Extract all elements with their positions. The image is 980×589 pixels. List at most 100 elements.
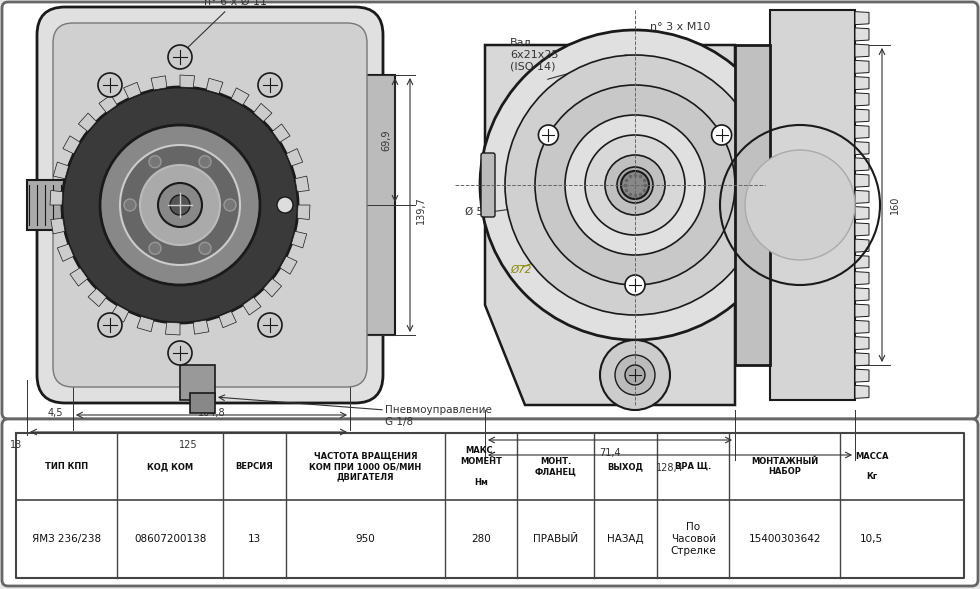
- Circle shape: [605, 155, 665, 215]
- Polygon shape: [291, 231, 307, 248]
- Polygon shape: [855, 288, 869, 301]
- Polygon shape: [855, 44, 869, 57]
- Polygon shape: [855, 239, 869, 252]
- Polygon shape: [855, 125, 869, 138]
- Circle shape: [120, 145, 240, 265]
- Polygon shape: [280, 256, 297, 274]
- Text: ПРАВЫЙ: ПРАВЫЙ: [533, 534, 578, 544]
- Polygon shape: [70, 268, 88, 286]
- Polygon shape: [855, 256, 869, 269]
- Text: 128,4: 128,4: [657, 463, 684, 473]
- Circle shape: [149, 242, 161, 254]
- FancyBboxPatch shape: [37, 7, 383, 403]
- Polygon shape: [53, 162, 69, 178]
- FancyBboxPatch shape: [2, 419, 978, 586]
- Text: 139,7: 139,7: [416, 196, 426, 224]
- Polygon shape: [485, 45, 770, 405]
- Text: КОД КОМ: КОД КОМ: [147, 462, 193, 471]
- Polygon shape: [272, 124, 290, 142]
- Polygon shape: [855, 12, 869, 25]
- Circle shape: [140, 165, 220, 245]
- Text: МАКС.
МОМЕНТ

Нм: МАКС. МОМЕНТ Нм: [461, 446, 502, 487]
- Bar: [350, 75, 395, 335]
- Text: 13: 13: [248, 534, 262, 544]
- Polygon shape: [855, 93, 869, 106]
- Polygon shape: [297, 205, 310, 220]
- Polygon shape: [855, 320, 869, 333]
- Text: 104,8: 104,8: [198, 408, 225, 418]
- Polygon shape: [99, 95, 118, 112]
- Polygon shape: [286, 148, 303, 166]
- Text: 10,5: 10,5: [860, 534, 883, 544]
- Circle shape: [277, 197, 293, 213]
- Bar: [735, 45, 770, 365]
- Text: 125: 125: [179, 440, 198, 450]
- Circle shape: [199, 155, 211, 168]
- Text: 69,9: 69,9: [381, 129, 391, 151]
- Circle shape: [62, 87, 298, 323]
- Circle shape: [565, 115, 705, 255]
- Circle shape: [480, 30, 790, 340]
- Circle shape: [124, 199, 136, 211]
- Polygon shape: [231, 88, 249, 105]
- Text: Вал
6x21x25
(ISO 14): Вал 6x21x25 (ISO 14): [510, 38, 559, 71]
- Text: ТИП КПП: ТИП КПП: [45, 462, 88, 471]
- Bar: [770, 10, 855, 400]
- Text: МАССА

Кг: МАССА Кг: [855, 452, 888, 481]
- Bar: [180, 365, 215, 400]
- Polygon shape: [855, 337, 869, 350]
- Polygon shape: [206, 78, 222, 94]
- Polygon shape: [295, 176, 309, 192]
- Polygon shape: [855, 77, 869, 90]
- Circle shape: [600, 340, 670, 410]
- Polygon shape: [855, 61, 869, 74]
- Circle shape: [625, 365, 645, 385]
- Text: Пневмоуправление
G 1/8: Пневмоуправление G 1/8: [385, 405, 492, 426]
- Polygon shape: [50, 190, 63, 205]
- Text: ВЕРСИЯ: ВЕРСИЯ: [236, 462, 273, 471]
- Polygon shape: [855, 272, 869, 284]
- Text: 71,4: 71,4: [599, 448, 620, 458]
- Polygon shape: [78, 113, 97, 131]
- FancyBboxPatch shape: [481, 153, 495, 217]
- Text: 4,5: 4,5: [47, 408, 63, 418]
- Text: МОНТАЖНЫЙ
НАБОР: МОНТАЖНЫЙ НАБОР: [751, 457, 818, 476]
- Text: 15400303642: 15400303642: [749, 534, 821, 544]
- Polygon shape: [111, 305, 128, 322]
- Polygon shape: [219, 312, 236, 327]
- Polygon shape: [254, 103, 271, 121]
- Circle shape: [224, 199, 236, 211]
- Bar: [27, 180, 69, 230]
- Bar: [190, 393, 215, 413]
- Circle shape: [711, 125, 732, 145]
- Polygon shape: [180, 75, 195, 88]
- Polygon shape: [123, 82, 141, 99]
- Polygon shape: [855, 369, 869, 382]
- Text: ВЫХОД: ВЫХОД: [608, 462, 644, 471]
- Polygon shape: [855, 304, 869, 317]
- Text: ВРА Щ.: ВРА Щ.: [675, 462, 711, 471]
- Circle shape: [100, 125, 260, 285]
- Text: 13: 13: [10, 440, 22, 450]
- Polygon shape: [166, 322, 180, 335]
- Circle shape: [149, 155, 161, 168]
- Polygon shape: [855, 174, 869, 187]
- Text: НАЗАД: НАЗАД: [608, 534, 644, 544]
- Circle shape: [170, 195, 190, 215]
- Text: 280: 280: [471, 534, 491, 544]
- Polygon shape: [137, 316, 154, 332]
- FancyBboxPatch shape: [53, 23, 367, 387]
- Polygon shape: [243, 297, 261, 315]
- Circle shape: [745, 150, 855, 260]
- Circle shape: [535, 85, 735, 285]
- Circle shape: [258, 313, 282, 337]
- Circle shape: [621, 171, 649, 199]
- Polygon shape: [855, 190, 869, 203]
- Polygon shape: [855, 28, 869, 41]
- Text: Ø 52: Ø 52: [466, 207, 490, 217]
- Circle shape: [625, 275, 645, 295]
- Circle shape: [615, 355, 655, 395]
- Polygon shape: [855, 223, 869, 236]
- Polygon shape: [151, 76, 167, 90]
- Text: 160: 160: [890, 196, 900, 214]
